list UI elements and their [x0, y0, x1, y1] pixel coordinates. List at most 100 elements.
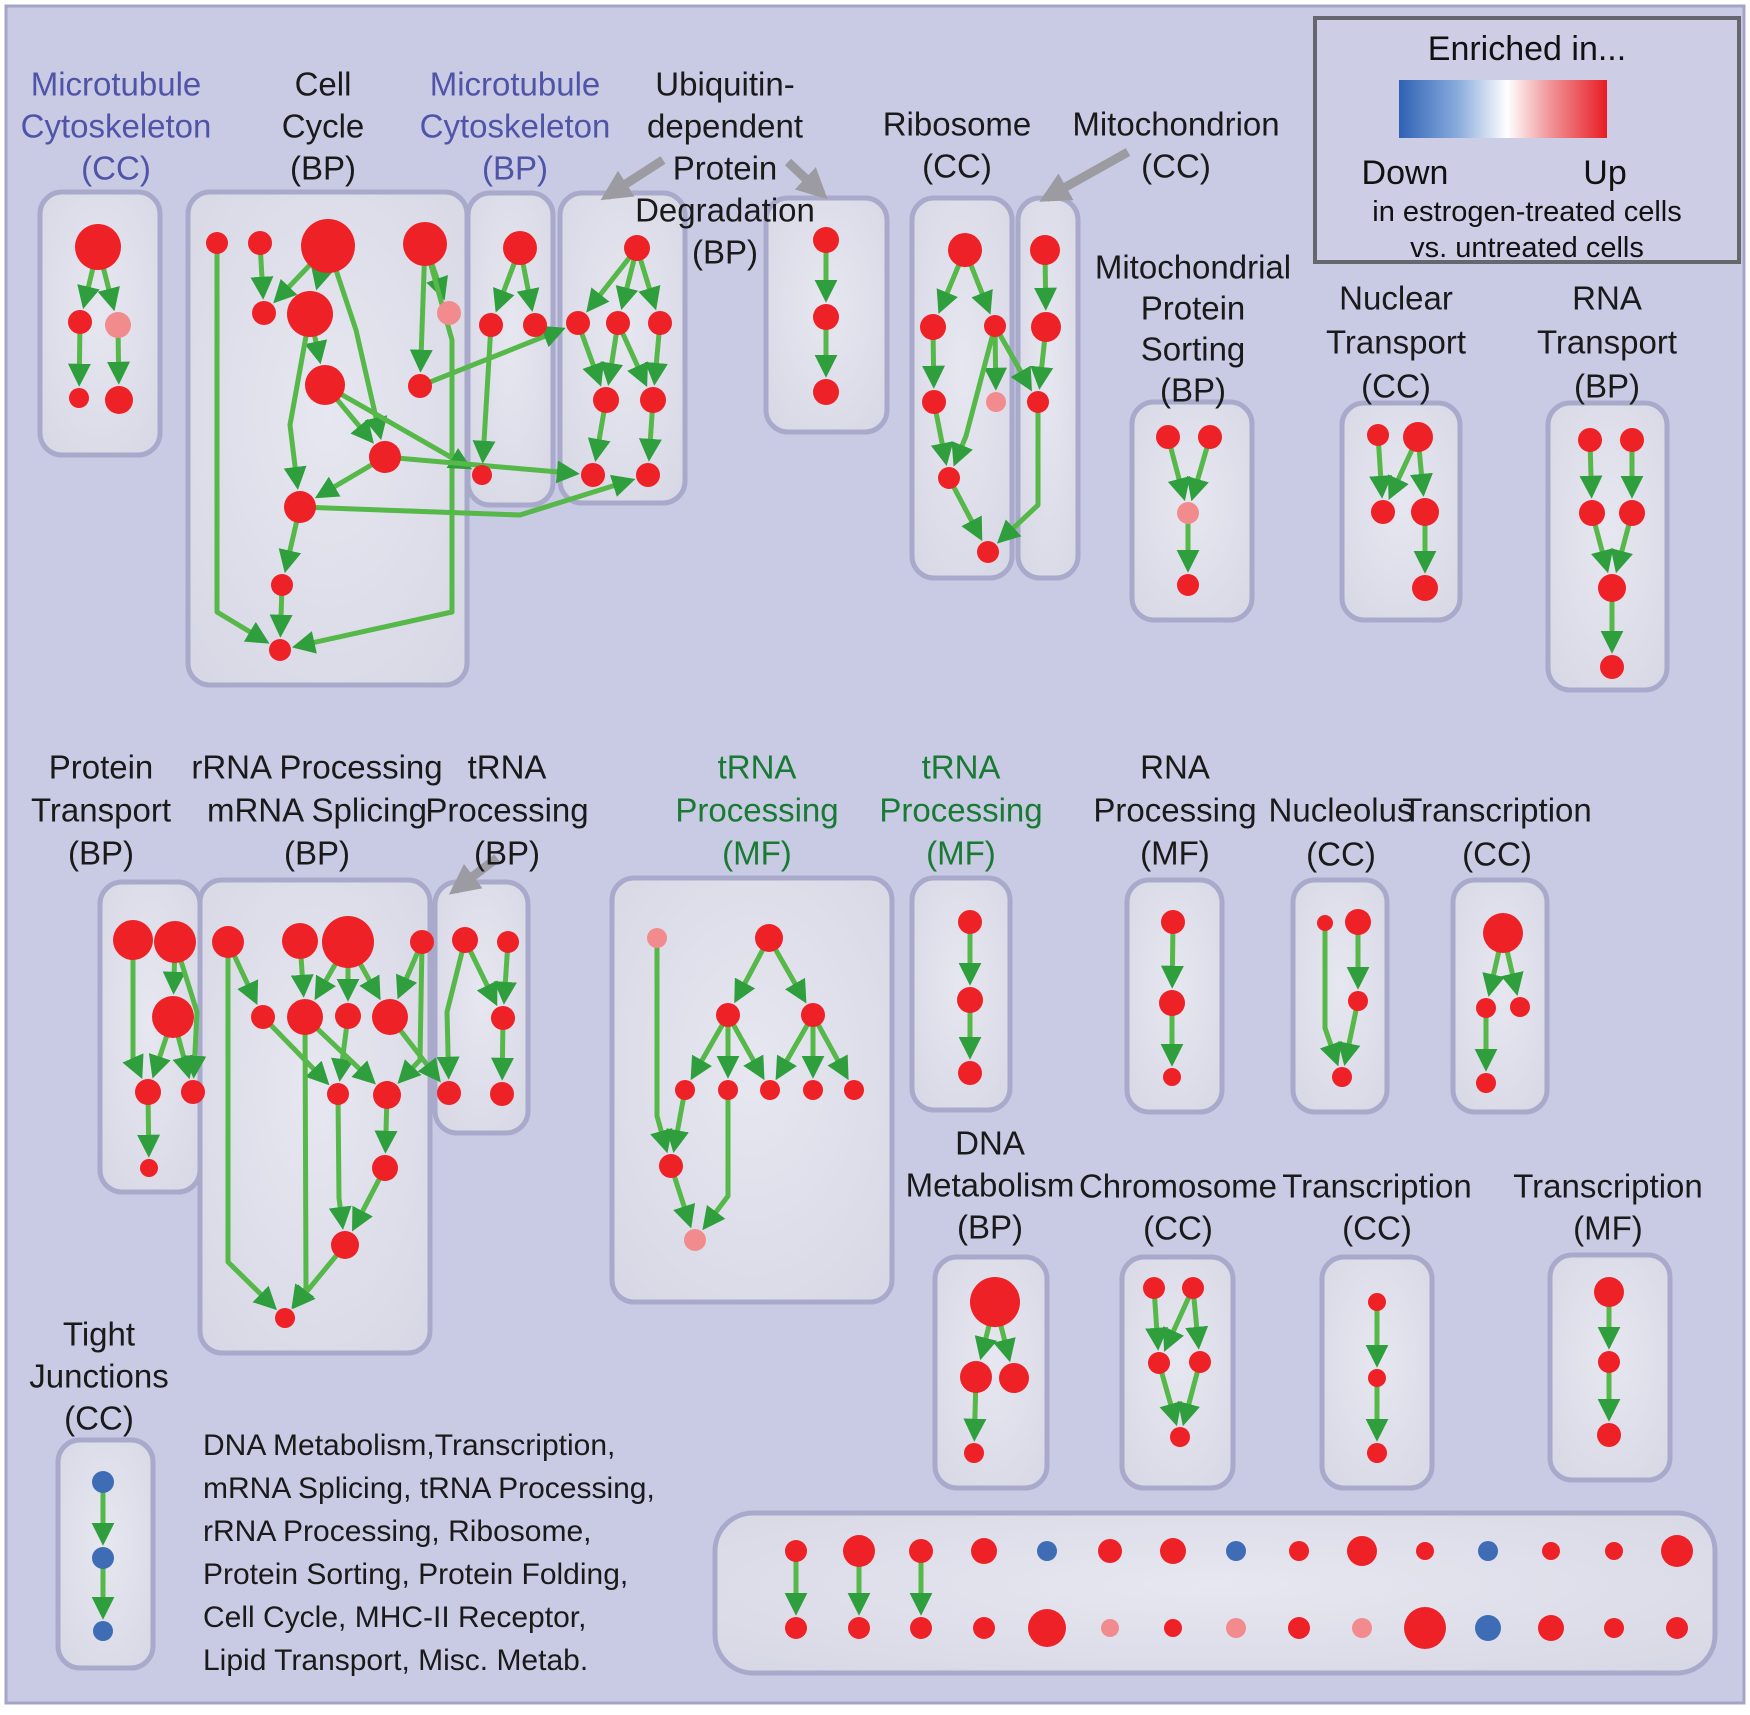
relation-edge-arrow [992, 324, 1032, 392]
go-term-node [1619, 500, 1645, 526]
cluster-box [1545, 400, 1670, 693]
go-term-node [624, 235, 650, 261]
cluster-label: Processing [675, 792, 838, 829]
go-term-node [1478, 1541, 1498, 1561]
cluster-label: Metabolism [906, 1167, 1075, 1204]
cluster-box [1290, 877, 1390, 1115]
label-pointer-arrow [600, 156, 666, 201]
cluster-box [37, 189, 163, 458]
relation-edge-arrow [1319, 923, 1342, 1067]
cluster-box [712, 1510, 1718, 1676]
cluster-box [557, 190, 688, 506]
relation-edge-arrow [472, 324, 496, 464]
cluster-box [1339, 400, 1463, 623]
go-term-node [1510, 997, 1530, 1017]
go-term-node [206, 232, 228, 254]
relation-edge-arrow [261, 1015, 330, 1086]
go-term-node [848, 1617, 870, 1639]
relation-edge-arrow [214, 243, 270, 644]
cluster-label: Transcription [1513, 1168, 1703, 1205]
category-note-line: Cell Cycle, MHC-II Receptor, [203, 1601, 586, 1634]
cluster-label: Degradation [635, 192, 815, 229]
go-term-node [1620, 428, 1644, 452]
go-term-node [803, 1080, 823, 1100]
go-term-node [437, 1081, 461, 1105]
go-term-node [369, 441, 401, 473]
cluster-label: (CC) [922, 148, 992, 185]
go-term-node [1604, 1618, 1624, 1638]
go-term-node [964, 1443, 984, 1463]
go-term-node [322, 916, 374, 968]
relation-edge-arrow [299, 474, 636, 518]
relation-edge-arrow [996, 402, 1041, 544]
go-term-node [403, 222, 447, 266]
go-term-node [684, 1229, 706, 1251]
go-term-node [503, 231, 537, 265]
go-term-node [844, 1080, 864, 1100]
go-term-node [1476, 998, 1496, 1018]
enrichment-legend: Enriched in... Down Up in estrogen-treat… [1313, 16, 1741, 264]
category-note-line: DNA Metabolism,Transcription, [203, 1429, 615, 1462]
go-term-node [1289, 1541, 1309, 1561]
cluster-label: Processing [1093, 792, 1256, 829]
go-term-node [755, 924, 783, 952]
cluster-label: (CC) [81, 150, 151, 187]
go-term-node [1542, 1542, 1560, 1560]
cluster-label: RNA [1572, 280, 1642, 317]
cluster-box [1119, 1254, 1236, 1491]
relation-edge-arrow [328, 1093, 352, 1230]
cluster-label: Ubiquitin- [655, 66, 794, 103]
cluster-label: Transcription [1402, 792, 1592, 829]
relation-edge-arrow [384, 454, 580, 484]
go-term-node [648, 311, 672, 335]
go-term-node [1367, 424, 1389, 446]
go-term-node [271, 574, 293, 596]
cluster-label: Protein [49, 749, 154, 786]
go-term-node [606, 311, 630, 335]
go-term-node [718, 1080, 738, 1100]
go-term-node [452, 927, 478, 953]
go-term-node [973, 1617, 995, 1639]
go-term-node [68, 310, 92, 334]
category-note-line: Protein Sorting, Protein Folding, [203, 1558, 628, 1591]
cluster-label: tRNA [718, 749, 797, 786]
go-term-node [105, 312, 131, 338]
go-term-node [472, 465, 492, 485]
go-term-node [1037, 1541, 1057, 1561]
go-term-node [154, 921, 196, 963]
go-term-node [1156, 425, 1180, 449]
relation-edge-arrow [325, 245, 388, 441]
go-term-node [1411, 498, 1439, 526]
cluster-label: (CC) [1462, 836, 1532, 873]
go-term-node [813, 379, 839, 405]
go-term-node [1661, 1535, 1693, 1567]
go-term-node [1600, 655, 1624, 679]
enrichment-colorbar [1399, 80, 1607, 138]
go-term-node [1579, 500, 1605, 526]
go-term-node [248, 231, 272, 255]
cluster-label: (BP) [68, 835, 134, 872]
go-term-node [1164, 1619, 1182, 1637]
go-term-node [971, 1538, 997, 1564]
go-term-node [1198, 425, 1222, 449]
relation-edge-arrow [291, 243, 455, 654]
go-term-node [1352, 1618, 1372, 1638]
go-term-node [152, 996, 194, 1038]
go-term-node [999, 1363, 1029, 1393]
cluster-label: Cytoskeleton [21, 108, 212, 145]
go-term-node [1475, 1615, 1501, 1641]
go-term-node [1598, 574, 1626, 602]
cluster-label: Cycle [282, 108, 365, 145]
cluster-label: Microtubule [31, 66, 202, 103]
go-term-node [92, 1471, 114, 1493]
go-term-node [1101, 1619, 1119, 1637]
cluster-label: (BP) [284, 835, 350, 872]
go-term-node [410, 930, 434, 954]
go-term-node [716, 1003, 740, 1027]
go-term-node [958, 910, 982, 934]
cluster-label: rRNA Processing [191, 749, 442, 786]
cluster-label: Junctions [29, 1358, 168, 1395]
go-term-node [372, 1155, 398, 1181]
go-term-node [373, 1081, 401, 1109]
